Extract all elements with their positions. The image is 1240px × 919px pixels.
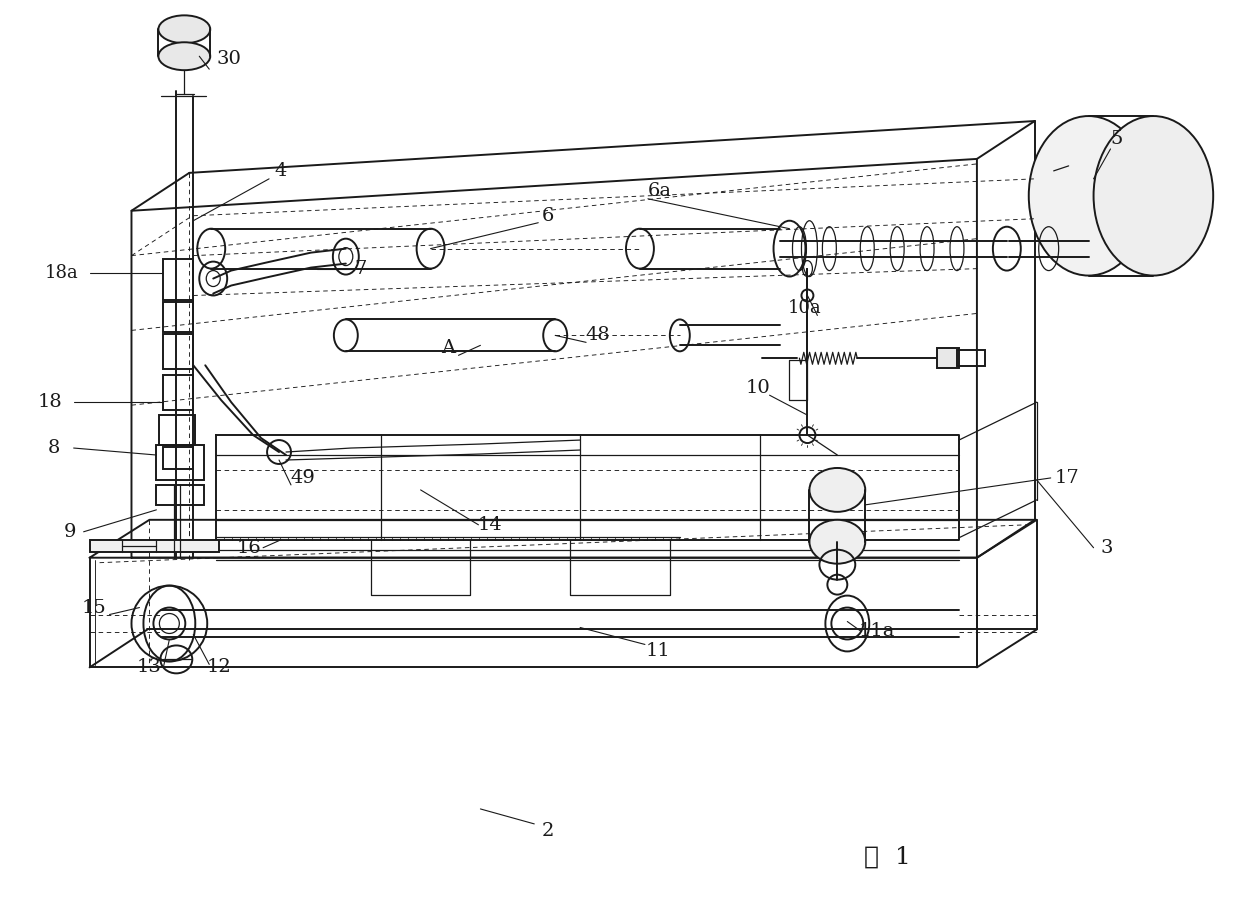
Text: 18a: 18a (45, 264, 78, 281)
Bar (164, 258, 193, 301)
Text: 4: 4 (275, 162, 288, 180)
Text: 15: 15 (82, 598, 105, 617)
Text: 3: 3 (1100, 539, 1112, 557)
Bar (164, 335, 193, 369)
Bar (957, 350, 985, 367)
Text: 2: 2 (542, 822, 554, 840)
Text: 18: 18 (37, 393, 62, 411)
Text: 图  1: 图 1 (864, 845, 910, 868)
Text: 12: 12 (207, 658, 232, 676)
Text: 13: 13 (136, 658, 162, 676)
Text: 7: 7 (355, 259, 367, 278)
Bar (156, 445, 205, 480)
Text: 14: 14 (477, 516, 502, 534)
Bar (160, 415, 195, 445)
Bar (89, 539, 219, 551)
Bar (164, 447, 193, 469)
Ellipse shape (1094, 116, 1213, 276)
Text: 6a: 6a (647, 182, 672, 199)
Ellipse shape (1029, 116, 1148, 276)
Text: 48: 48 (585, 326, 610, 345)
Text: 10a: 10a (787, 300, 821, 317)
Text: 9: 9 (63, 523, 76, 540)
Text: 49: 49 (290, 469, 315, 487)
Text: 11: 11 (646, 642, 671, 661)
Bar (164, 302, 193, 333)
Text: 16: 16 (237, 539, 262, 557)
Bar (164, 375, 193, 410)
Ellipse shape (159, 42, 211, 70)
Text: 30: 30 (217, 51, 242, 68)
Text: 6: 6 (542, 207, 554, 225)
Text: 10: 10 (745, 380, 770, 397)
Ellipse shape (159, 16, 211, 43)
Text: 8: 8 (47, 439, 60, 457)
Ellipse shape (810, 520, 866, 563)
Bar (937, 348, 959, 369)
Text: A: A (441, 339, 455, 357)
Bar (156, 485, 205, 505)
Text: 17: 17 (1054, 469, 1079, 487)
Ellipse shape (810, 468, 866, 512)
Text: 11a: 11a (859, 622, 895, 641)
Text: 5: 5 (1110, 130, 1122, 148)
